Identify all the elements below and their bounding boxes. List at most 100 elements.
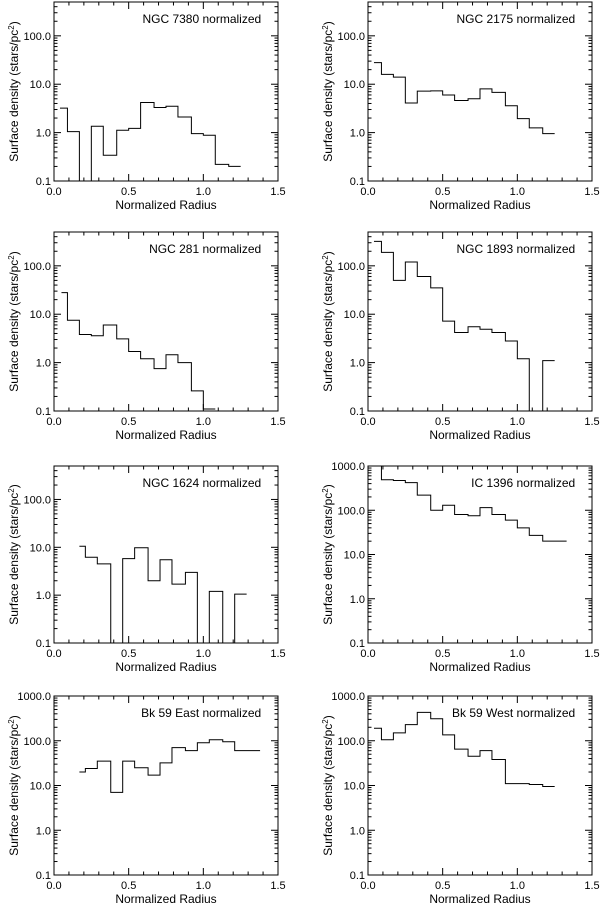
x-tick-label: 1.0 (510, 416, 525, 428)
density-step-line (373, 240, 555, 412)
y-tick-label: 10.0 (30, 79, 51, 91)
x-axis-label: Normalized Radius (429, 660, 530, 674)
y-tick-label: 0.1 (350, 406, 365, 418)
x-tick-label: 0.0 (46, 880, 61, 892)
x-tick-label: 0.5 (121, 416, 136, 428)
panel-6: 0.0 0.5 1.0 1.5 0.1 1.0 10.0 100.0 1000.0 IC 1396… (321, 461, 600, 674)
x-tick-label: 1.0 (510, 648, 525, 660)
panel-1: 0.0 0.5 1.0 1.5 0.1 1.0 10.0 100.0 NGC 7380 norm… (7, 1, 286, 212)
x-axis-label: Normalized Radius (115, 660, 216, 674)
plot-frame (367, 231, 593, 412)
x-tick-label: 0.5 (121, 186, 136, 198)
x-tick-label: 1.5 (270, 416, 285, 428)
x-tick-label: 0.5 (121, 880, 136, 892)
y-axis-label: Surface density (stars/pc2) (7, 251, 21, 392)
x-tick-label: 1.5 (584, 186, 599, 198)
y-tick-label: 10.0 (344, 550, 365, 562)
panel-7: 0.0 0.5 1.0 1.5 0.1 1.0 10.0 100.0 1000.0 Bk 59 E… (7, 691, 286, 906)
y-tick-label: 100.0 (337, 261, 365, 273)
y-tick-label: 10.0 (30, 309, 51, 321)
panel-title: NGC 7380 normalized (142, 12, 261, 26)
y-tick-label: 1.0 (350, 594, 365, 606)
x-tick-label: 1.5 (270, 186, 285, 198)
x-tick-label: 0.5 (435, 880, 450, 892)
density-step-line (79, 739, 261, 793)
panel-title: NGC 281 normalized (149, 242, 261, 256)
plot-frame (53, 695, 279, 876)
y-tick-label: 0.1 (350, 638, 365, 650)
x-tick-label: 0.5 (435, 186, 450, 198)
x-tick-label: 0.0 (360, 186, 375, 198)
panel-title: NGC 2175 normalized (456, 12, 575, 26)
y-tick-label: 0.1 (36, 176, 51, 188)
y-tick-label: 100.0 (337, 736, 365, 748)
y-tick-label: 0.1 (36, 406, 51, 418)
panel-title: Bk 59 West normalized (452, 706, 575, 720)
plot-frame (53, 231, 279, 412)
y-tick-label: 100.0 (23, 736, 51, 748)
x-axis-label: Normalized Radius (429, 428, 530, 442)
density-step-line (61, 292, 216, 410)
x-axis-label: Normalized Radius (429, 198, 530, 212)
x-tick-label: 1.0 (196, 648, 211, 660)
y-tick-label: 1000.0 (17, 691, 51, 703)
y-tick-label: 100.0 (23, 261, 51, 273)
y-tick-label: 10.0 (344, 781, 365, 793)
y-tick-label: 1000.0 (331, 691, 365, 703)
panel-4: 0.0 0.5 1.0 1.5 0.1 1.0 10.0 100.0 NGC 1893 norm… (321, 231, 600, 442)
y-tick-label: 0.1 (36, 870, 51, 882)
x-tick-label: 0.0 (46, 416, 61, 428)
y-tick-label: 10.0 (30, 542, 51, 554)
x-axis-label: Normalized Radius (115, 198, 216, 212)
panel-8: 0.0 0.5 1.0 1.5 0.1 1.0 10.0 100.0 1000.0 Bk 59 W… (321, 691, 600, 906)
y-tick-label: 1.0 (350, 358, 365, 370)
x-tick-label: 0.0 (360, 648, 375, 660)
density-step-line (373, 711, 555, 787)
y-tick-label: 0.1 (350, 870, 365, 882)
y-tick-label: 1.0 (350, 128, 365, 140)
x-tick-label: 1.0 (196, 880, 211, 892)
y-tick-label: 10.0 (30, 781, 51, 793)
y-tick-label: 1000.0 (331, 461, 365, 473)
y-tick-label: 100.0 (337, 505, 365, 517)
x-tick-label: 0.0 (46, 186, 61, 198)
plot-frame (367, 695, 593, 876)
x-tick-label: 1.5 (584, 880, 599, 892)
panel-title: IC 1396 normalized (471, 476, 575, 490)
y-tick-label: 0.1 (36, 638, 51, 650)
x-tick-label: 0.5 (435, 416, 450, 428)
x-tick-label: 1.5 (584, 416, 599, 428)
y-tick-label: 100.0 (337, 31, 365, 43)
panel-title: NGC 1893 normalized (456, 242, 575, 256)
plot-frame (53, 465, 279, 644)
panel-3: 0.0 0.5 1.0 1.5 0.1 1.0 10.0 100.0 NGC 281 norma… (7, 231, 286, 442)
y-tick-label: 1.0 (36, 825, 51, 837)
x-tick-label: 0.5 (121, 648, 136, 660)
x-tick-label: 1.0 (510, 186, 525, 198)
panel-title: Bk 59 East normalized (141, 706, 261, 720)
y-axis-label: Surface density (stars/pc2) (7, 484, 21, 625)
y-axis-label: Surface density (stars/pc2) (321, 251, 335, 392)
y-axis-label: Surface density (stars/pc2) (321, 21, 335, 162)
x-tick-label: 0.0 (360, 416, 375, 428)
x-tick-label: 0.0 (360, 880, 375, 892)
density-step-line (379, 465, 567, 542)
plot-frame (53, 1, 279, 182)
plot-frame (367, 465, 593, 644)
density-step-line (79, 545, 247, 644)
x-tick-label: 1.5 (584, 648, 599, 660)
density-step-line (373, 62, 555, 135)
panel-title: NGC 1624 normalized (142, 476, 261, 490)
x-axis-label: Normalized Radius (115, 428, 216, 442)
y-tick-label: 0.1 (350, 176, 365, 188)
y-axis-label: Surface density (stars/pc2) (7, 715, 21, 856)
y-tick-label: 1.0 (36, 128, 51, 140)
x-tick-label: 1.0 (196, 186, 211, 198)
x-tick-label: 1.0 (510, 880, 525, 892)
y-axis-label: Surface density (stars/pc2) (7, 21, 21, 162)
y-tick-label: 1.0 (36, 590, 51, 602)
density-step-line (59, 101, 241, 182)
panel-2: 0.0 0.5 1.0 1.5 0.1 1.0 10.0 100.0 NGC 2175 norm… (321, 1, 600, 212)
y-axis-label: Surface density (stars/pc2) (321, 715, 335, 856)
